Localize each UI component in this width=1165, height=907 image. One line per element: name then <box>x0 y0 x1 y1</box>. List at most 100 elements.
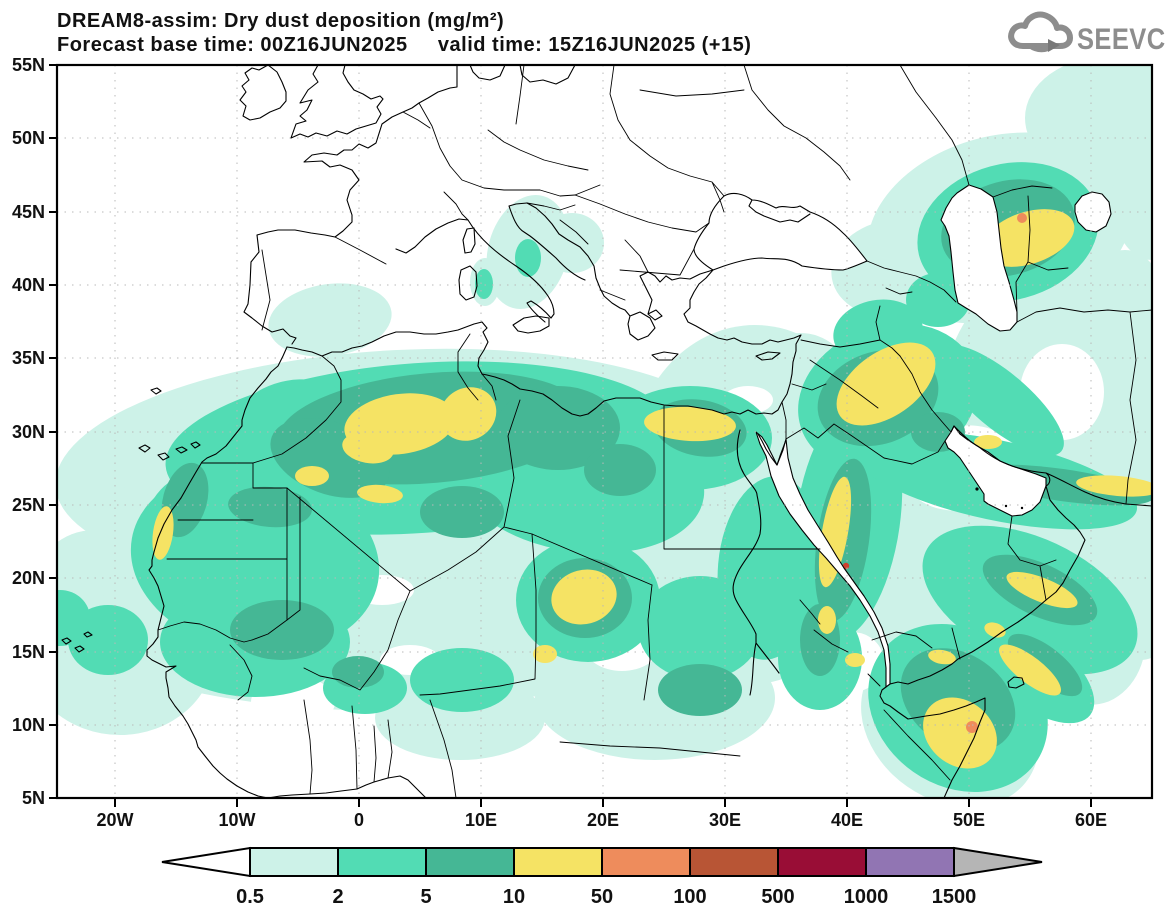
country-borders <box>157 65 1152 798</box>
border-algeria-niger-libya <box>409 399 653 592</box>
island-bahrain <box>975 487 979 491</box>
legend-threshold-label: 500 <box>761 886 794 907</box>
lon-tick-label: 40E <box>831 810 863 830</box>
border-eastern-europe <box>609 65 970 213</box>
hotspot-dot <box>966 721 978 733</box>
legend-threshold-label: 2 <box>332 886 343 907</box>
latitude-axis: 55N 50N 45N 40N 35N 30N 25N 20N 15N 10N 5N <box>12 55 57 808</box>
coast-italy-east <box>508 202 586 281</box>
border-iran-iraq <box>899 355 952 433</box>
lat-tick-label: 25N <box>12 495 45 515</box>
lon-tick-label: 0 <box>354 810 364 830</box>
caspian-sea <box>940 184 1018 332</box>
border-western-sahara-staircase <box>166 462 288 641</box>
lat-tick-label: 30N <box>12 422 45 442</box>
lat-tick-label: 20N <box>12 568 45 588</box>
coast-sinai-tip <box>757 433 787 466</box>
lon-tick-label: 10W <box>218 810 255 830</box>
border-caucasus <box>866 260 957 341</box>
sea-masks <box>693 184 1112 688</box>
gulf-islet-2 <box>1020 506 1024 510</box>
river-nile <box>732 429 780 696</box>
lon-tick-label: 50E <box>953 810 985 830</box>
border-central-asia <box>992 185 1152 505</box>
contour-fill-layers <box>57 65 1152 798</box>
border-levant <box>781 383 827 440</box>
coast-corsica <box>462 227 476 254</box>
coast-gulf-of-guinea <box>267 775 427 798</box>
lat-tick-label: 15N <box>12 642 45 662</box>
coast-ireland <box>239 65 287 121</box>
islands-canary-capeverde-madeira <box>61 387 201 653</box>
hotspot-dot <box>842 562 850 570</box>
border-morocco-algeria <box>252 355 342 464</box>
legend-threshold-label: 50 <box>591 886 613 907</box>
border-arabia-internal <box>785 423 1057 660</box>
legend-cell <box>337 847 427 877</box>
lat-tick-label: 5N <box>22 788 45 808</box>
chart-subtitle: Forecast base time: 00Z16JUN2025 valid t… <box>57 34 751 56</box>
coast-atlantic-europe <box>243 65 458 345</box>
lat-tick-label: 10N <box>12 715 45 735</box>
lat-tick-label: 50N <box>12 128 45 148</box>
lon-tick-label: 10E <box>465 810 497 830</box>
legend-cell <box>513 847 603 877</box>
lon-tick-label: 20W <box>96 810 133 830</box>
lon-tick-label: 30E <box>709 810 741 830</box>
border-turkey-syria-iraq <box>800 339 901 409</box>
legend-cell <box>601 847 691 877</box>
coast-iran-makran <box>950 425 1152 507</box>
legend-threshold-label: 100 <box>673 886 706 907</box>
border-libya-egypt-sudan <box>643 405 821 701</box>
longitude-axis: 20W 10W 0 10E 20E 30E 40E 50E 60E <box>96 798 1107 830</box>
legend-threshold-label: 0.5 <box>236 886 264 907</box>
color-scale-legend: 0.5 2 5 10 50 100 500 1000 1500 <box>161 846 1043 907</box>
legend-cell <box>249 847 339 877</box>
border-chad-sudan-ethiopia <box>559 599 951 781</box>
legend-threshold-label: 1500 <box>932 886 977 907</box>
border-france-iberia <box>261 111 469 331</box>
legend-threshold-label: 1000 <box>844 886 889 907</box>
legend-cell <box>777 847 867 877</box>
coast-sicily <box>512 315 550 334</box>
border-balkans <box>526 202 695 301</box>
black-sea <box>693 192 868 271</box>
lon-tick-label: 60E <box>1075 810 1107 830</box>
legend-above-max-arrow <box>953 846 1043 878</box>
border-tunisia <box>457 333 497 401</box>
legend-cell <box>425 847 515 877</box>
seevccc-logo: SEEVCCC <box>1008 11 1165 55</box>
legend-cell <box>865 847 955 877</box>
coast-denmark-baltic <box>469 65 576 85</box>
coast-arabia <box>889 485 1086 685</box>
coast-sardinia <box>458 265 478 301</box>
persian-gulf <box>944 425 1047 517</box>
island-socotra <box>1007 676 1025 689</box>
legend-threshold-label: 5 <box>420 886 431 907</box>
hotspot-dot <box>1017 213 1027 223</box>
legend-threshold-label: 10 <box>503 886 525 907</box>
legend-cell <box>689 847 779 877</box>
lon-tick-label: 20E <box>587 810 619 830</box>
lat-tick-label: 40N <box>12 275 45 295</box>
border-algeria-mali <box>286 487 411 592</box>
lat-tick-label: 55N <box>12 55 45 75</box>
coast-turkey-levant-africa <box>286 269 802 417</box>
chart-title: DREAM8-assim: Dry dust deposition (mg/m²… <box>57 10 504 32</box>
local-maximum-dots <box>842 213 1027 733</box>
coast-crete-cyprus <box>651 351 781 361</box>
legend-below-min-arrow <box>161 846 251 878</box>
cloud-icon <box>1008 11 1073 49</box>
coast-italy-west <box>395 218 555 323</box>
lat-tick-label: 35N <box>12 348 45 368</box>
cloud-arrowhead-icon <box>1048 39 1060 52</box>
logo-text: SEEVCCC <box>1077 22 1165 55</box>
coast-west-africa <box>146 346 288 798</box>
border-central-europe <box>418 65 710 233</box>
coast-britain <box>290 65 384 139</box>
graticule-gridlines <box>57 65 1152 798</box>
gulf-islet-1 <box>1004 504 1008 508</box>
coast-crimea <box>748 199 811 223</box>
